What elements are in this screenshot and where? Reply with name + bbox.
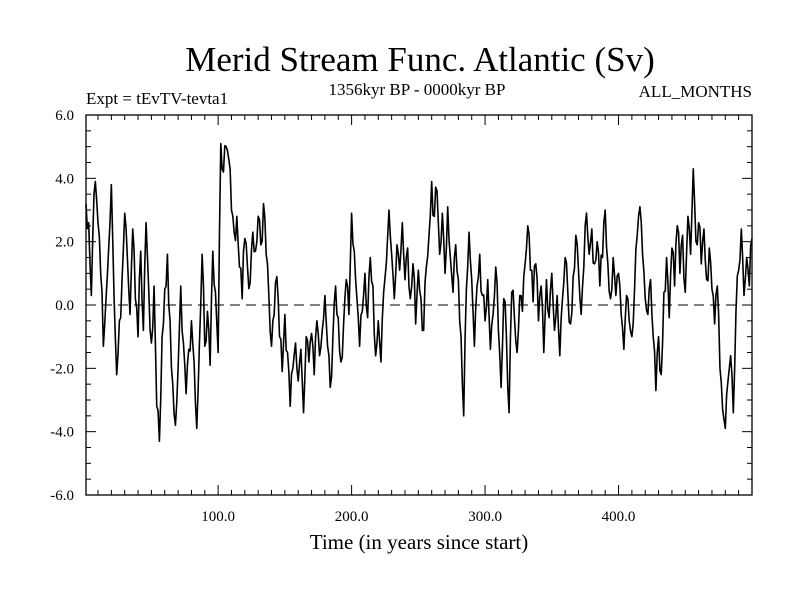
x-tick-label: 400.0 [602,509,636,525]
y-tick-label: 0.0 [55,298,74,314]
y-tick-label: -4.0 [50,425,74,441]
y-tick-label: 6.0 [55,108,74,124]
x-axis-label: Time (in years since start) [310,530,529,554]
chart-subtitle-center: 1356kyr BP - 0000kyr BP [329,80,506,99]
x-tick-label: 300.0 [468,509,502,525]
y-tick-label: -2.0 [50,361,74,377]
x-tick-label: 200.0 [335,509,369,525]
x-tick-label: 100.0 [201,509,235,525]
y-tick-label: -6.0 [50,488,74,504]
chart-subtitle-right: ALL_MONTHS [639,82,752,101]
y-tick-label: 4.0 [55,171,74,187]
plot-frame [85,114,753,496]
chart-title: Merid Stream Func. Atlantic (Sv) [185,40,655,79]
chart-subtitle-left: Expt = tEvTV-tevta1 [86,89,228,108]
y-tick-label: 2.0 [55,235,74,251]
series-line [85,142,753,442]
